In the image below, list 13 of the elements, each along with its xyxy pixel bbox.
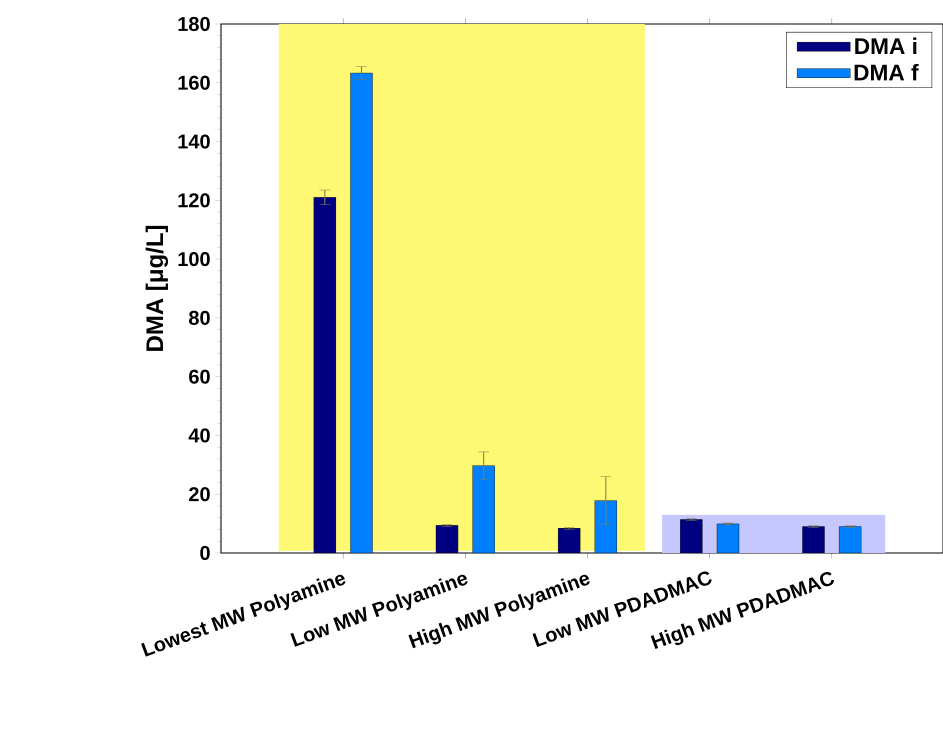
y-tick-label: 100	[178, 252, 210, 266]
y-tick-label: 60	[189, 370, 210, 384]
y-tick-label: 0	[200, 546, 210, 560]
y-tick-label: 120	[178, 193, 210, 208]
y-tick-label: 20	[189, 487, 210, 502]
legend-label: DMA i	[855, 38, 916, 54]
y-tick-label: 140	[178, 134, 210, 149]
y-tick-label: 80	[188, 310, 210, 325]
y-tick-label: 40	[188, 428, 210, 443]
y-axis-title: DMA [μg/L]	[146, 226, 168, 351]
legend-label: DMA f	[854, 64, 919, 80]
y-tick-label: 180	[178, 16, 210, 32]
y-tick-label: 160	[178, 76, 210, 90]
